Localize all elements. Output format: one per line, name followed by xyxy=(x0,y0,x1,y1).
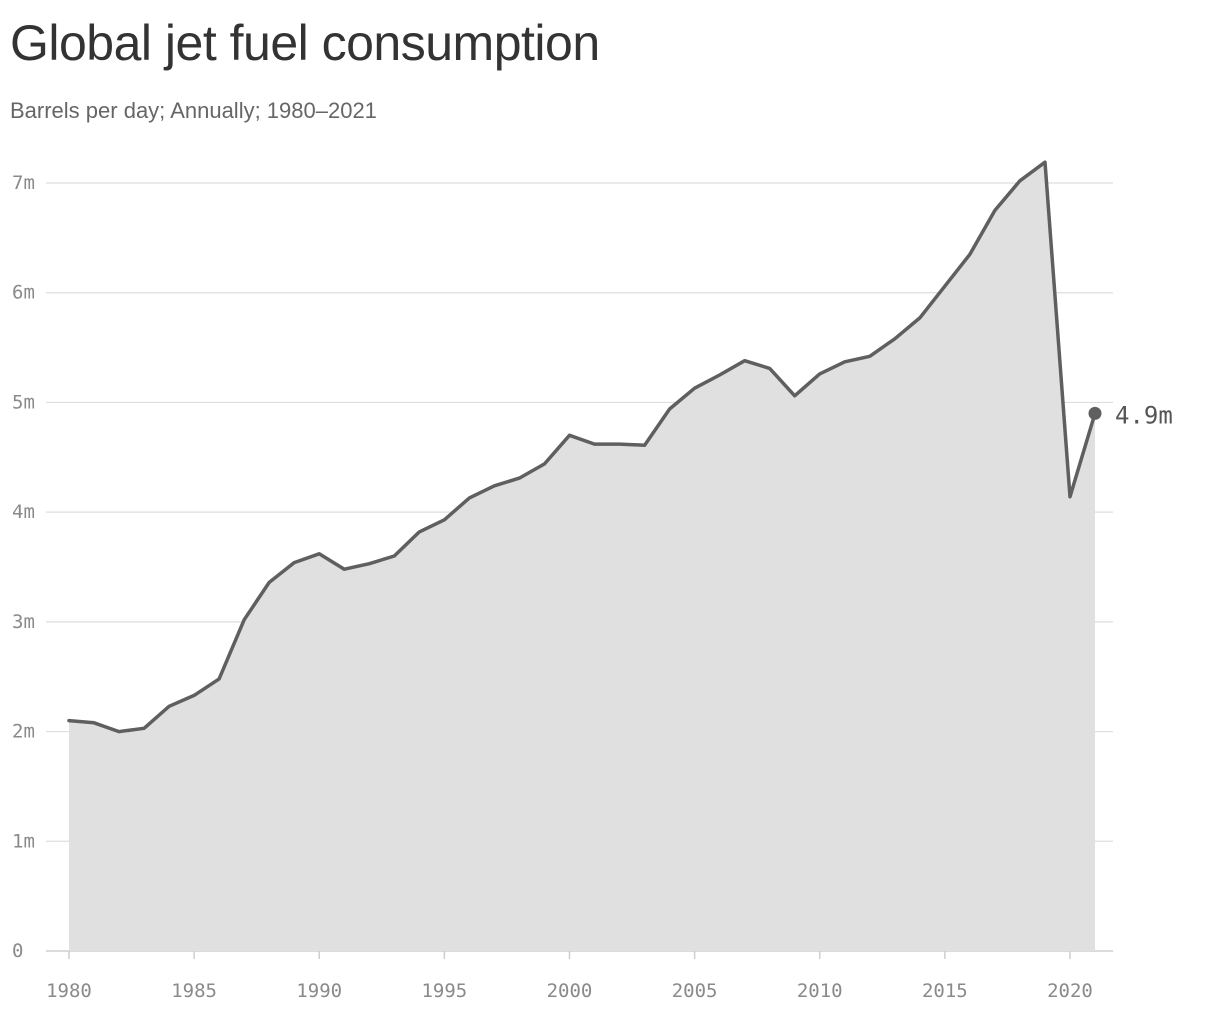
chart-title: Global jet fuel consumption xyxy=(10,15,600,71)
data-point-2018 xyxy=(1017,178,1023,184)
data-point-2007 xyxy=(742,358,748,364)
y-tick-label: 7m xyxy=(12,172,35,194)
data-point-1999 xyxy=(541,461,547,467)
data-point-1980 xyxy=(66,718,72,724)
x-tick-label: 2015 xyxy=(922,980,968,1002)
data-point-2003 xyxy=(642,442,648,448)
x-tick-label: 2020 xyxy=(1047,980,1093,1002)
data-point-1993 xyxy=(391,553,397,559)
y-tick-label: 0 xyxy=(12,940,23,962)
data-point-2015 xyxy=(942,283,948,289)
x-tick-label: 1985 xyxy=(171,980,217,1002)
data-point-2005 xyxy=(692,385,698,391)
data-point-2017 xyxy=(992,207,998,213)
data-point-1989 xyxy=(291,560,297,566)
data-point-2009 xyxy=(792,393,798,399)
data-point-2012 xyxy=(867,353,873,359)
data-point-2006 xyxy=(717,372,723,378)
data-point-1986 xyxy=(216,676,222,682)
data-point-1997 xyxy=(491,483,497,489)
end-value-label: 4.9m xyxy=(1115,401,1173,429)
x-tick-label: 2005 xyxy=(672,980,718,1002)
area-fill xyxy=(69,162,1095,951)
data-point-2004 xyxy=(667,406,673,412)
data-point-2016 xyxy=(967,251,973,257)
end-annotation: 4.9m xyxy=(1088,401,1173,429)
data-point-2019 xyxy=(1042,159,1048,165)
data-point-1995 xyxy=(441,517,447,523)
data-point-2020 xyxy=(1067,494,1073,500)
data-point-2000 xyxy=(566,432,572,438)
series-line xyxy=(67,160,1097,734)
data-point-1996 xyxy=(466,495,472,501)
data-point-1988 xyxy=(266,579,272,585)
data-point-2008 xyxy=(767,365,773,371)
x-tick-label: 1980 xyxy=(46,980,92,1002)
data-point-1994 xyxy=(416,529,422,535)
y-tick-label: 5m xyxy=(12,391,35,413)
chart-subtitle: Barrels per day; Annually; 1980–2021 xyxy=(10,98,377,123)
x-axis: 1980 1985 1990 1995 2000 2005 2010 2015 2020 xyxy=(46,951,1093,1002)
y-tick-label: 2m xyxy=(12,721,35,743)
data-point-2011 xyxy=(842,359,848,365)
y-tick-label: 6m xyxy=(12,282,35,304)
end-point-marker xyxy=(1088,406,1102,420)
data-point-1981 xyxy=(91,720,97,726)
x-tick-label: 1990 xyxy=(296,980,342,1002)
data-point-1984 xyxy=(166,703,172,709)
data-point-1982 xyxy=(116,729,122,735)
y-axis: 0 1m 2m 3m 4m 5m 6m 7m xyxy=(12,172,35,962)
data-point-1992 xyxy=(366,561,372,567)
data-point-2002 xyxy=(617,441,623,447)
data-point-1998 xyxy=(516,475,522,481)
data-point-1987 xyxy=(241,617,247,623)
data-point-1983 xyxy=(141,725,147,731)
data-point-1985 xyxy=(191,692,197,698)
data-point-2010 xyxy=(817,371,823,377)
x-tick-label: 2010 xyxy=(797,980,843,1002)
y-tick-label: 3m xyxy=(12,611,35,633)
x-tick-label: 1995 xyxy=(421,980,467,1002)
y-tick-label: 1m xyxy=(12,830,35,852)
data-point-2014 xyxy=(917,315,923,321)
data-point-1991 xyxy=(341,566,347,572)
data-point-1990 xyxy=(316,551,322,557)
y-tick-label: 4m xyxy=(12,501,35,523)
data-point-2001 xyxy=(592,441,598,447)
x-tick-label: 2000 xyxy=(547,980,593,1002)
data-point-2013 xyxy=(892,336,898,342)
